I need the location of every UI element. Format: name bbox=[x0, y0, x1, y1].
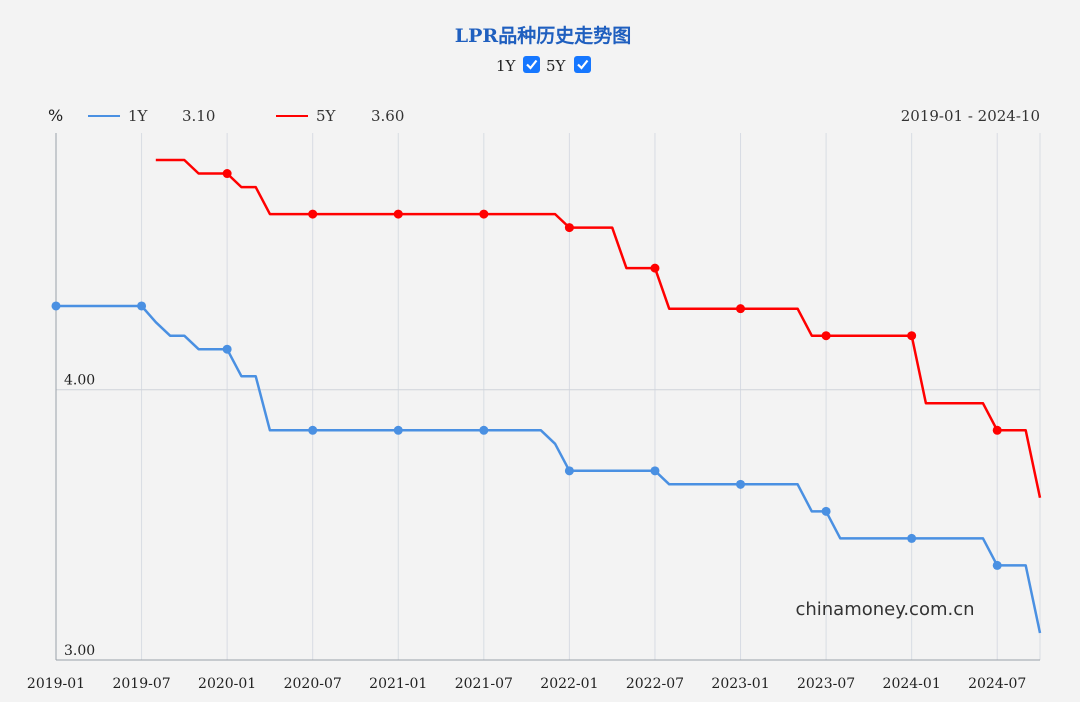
x-tick-label: 2023-01 bbox=[711, 676, 769, 692]
data-point-1y bbox=[821, 506, 831, 516]
data-point-1y bbox=[907, 533, 917, 543]
x-tick-label: 2020-07 bbox=[284, 676, 342, 692]
data-point-5y bbox=[992, 425, 1002, 435]
data-point-1y bbox=[650, 466, 660, 476]
legend-1y-name: 1Y bbox=[128, 107, 149, 125]
series-line-5y bbox=[155, 158, 1042, 499]
data-point-1y bbox=[137, 301, 147, 311]
toggle-5y-checkbox[interactable] bbox=[574, 56, 591, 73]
toggle-5y-label: 5Y bbox=[546, 57, 567, 75]
chart-title: LPR品种历史走势图 bbox=[455, 24, 631, 47]
data-point-5y bbox=[650, 263, 660, 273]
series-line-1y bbox=[56, 304, 1042, 634]
watermark: chinamoney.com.cn bbox=[795, 599, 974, 620]
x-tick-label: 2024-01 bbox=[883, 676, 941, 692]
date-range-label: 2019-01 - 2024-10 bbox=[901, 107, 1040, 125]
toggle-1y-checkbox[interactable] bbox=[523, 56, 540, 73]
series-toggles[interactable]: 1Y 5Y bbox=[496, 56, 591, 75]
toggle-1y-label: 1Y bbox=[496, 57, 517, 75]
data-point-1y bbox=[393, 425, 403, 435]
x-tick-label: 2019-07 bbox=[112, 676, 170, 692]
y-tick-label: 3.00 bbox=[64, 643, 95, 659]
plot-area: 2019-01 2019-07 2020-01 2020-07 2021-01 2021-… bbox=[27, 133, 1042, 692]
check-icon bbox=[577, 59, 589, 70]
data-point-5y bbox=[479, 209, 489, 219]
data-point-1y bbox=[479, 425, 489, 435]
x-tick-label: 2023-07 bbox=[797, 676, 855, 692]
legend-5y-name: 5Y bbox=[316, 107, 337, 125]
x-tick-label: 2021-01 bbox=[369, 676, 427, 692]
data-point-5y bbox=[222, 169, 232, 179]
data-point-1y bbox=[222, 344, 232, 354]
data-point-5y bbox=[821, 331, 831, 341]
data-point-1y bbox=[992, 560, 1002, 570]
data-point-5y bbox=[393, 209, 403, 219]
data-point-1y bbox=[736, 479, 746, 489]
data-point-5y bbox=[308, 209, 318, 219]
data-point-5y bbox=[564, 223, 574, 233]
data-point-5y bbox=[736, 304, 746, 314]
x-tick-label: 2020-01 bbox=[198, 676, 256, 692]
x-tick-label: 2022-01 bbox=[540, 676, 598, 692]
legend: 1Y 3.10 5Y 3.60 bbox=[88, 107, 404, 125]
x-tick-label: 2019-01 bbox=[27, 676, 85, 692]
x-tick-label: 2021-07 bbox=[455, 676, 513, 692]
data-point-1y bbox=[51, 301, 61, 311]
y-unit-label: % bbox=[48, 106, 63, 125]
legend-1y-value: 3.10 bbox=[182, 107, 215, 125]
check-icon bbox=[526, 59, 538, 70]
y-tick-label: 4.00 bbox=[64, 373, 95, 389]
data-point-1y bbox=[308, 425, 318, 435]
data-point-5y bbox=[907, 331, 917, 341]
x-tick-label: 2022-07 bbox=[626, 676, 684, 692]
legend-5y-value: 3.60 bbox=[371, 107, 404, 125]
checkbox-box[interactable] bbox=[523, 56, 540, 73]
x-tick-label: 2024-07 bbox=[968, 676, 1026, 692]
checkbox-box[interactable] bbox=[574, 56, 591, 73]
data-point-1y bbox=[564, 466, 574, 476]
